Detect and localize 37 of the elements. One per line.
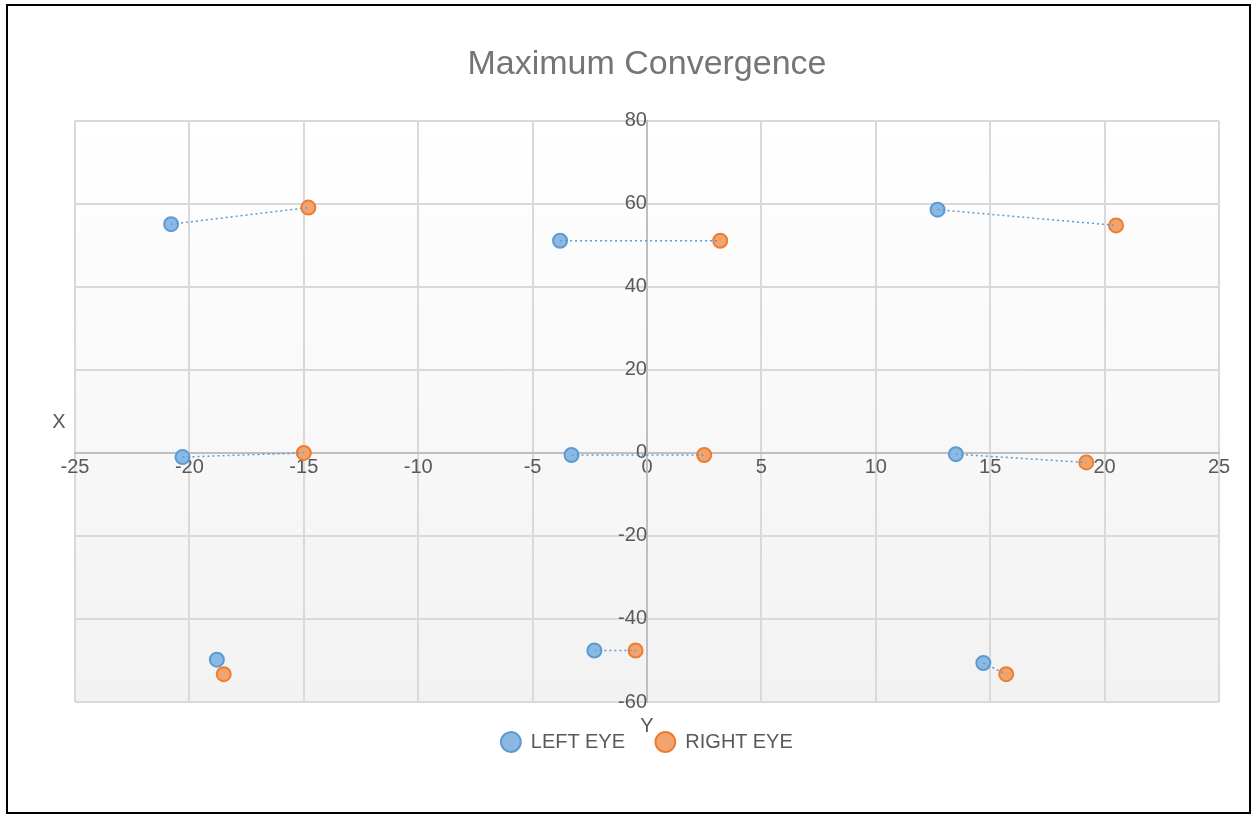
point [712, 232, 729, 249]
y-tick-label: 80 [624, 108, 647, 131]
x-tick-label: -15 [289, 455, 319, 478]
point [998, 666, 1015, 683]
x-tick-label: 10 [864, 455, 887, 478]
point [1108, 217, 1125, 234]
point [586, 642, 603, 659]
y-tick-label: 40 [624, 274, 647, 297]
y-tick-label: -40 [618, 606, 647, 629]
point [929, 201, 946, 218]
x-tick-label: -5 [523, 455, 542, 478]
legend-label: LEFT EYE [530, 729, 625, 752]
x-axis-title: Y [640, 713, 654, 736]
y-tick-label: 60 [624, 191, 647, 214]
legend-label: RIGHT EYE [685, 729, 793, 752]
point [1078, 454, 1095, 471]
point [208, 651, 225, 668]
x-tick-label: 20 [1093, 455, 1116, 478]
point [947, 446, 964, 463]
y-axis-title: X [52, 410, 66, 433]
point [300, 199, 317, 216]
y-tick-label: 20 [624, 357, 647, 380]
point [696, 446, 713, 463]
point [552, 232, 569, 249]
x-tick-label: 5 [755, 455, 767, 478]
x-tick-label: -25 [60, 455, 90, 478]
x-tick-label: -10 [403, 455, 433, 478]
point [627, 642, 644, 659]
point [975, 654, 992, 671]
x-tick-label: 15 [979, 455, 1002, 478]
point [563, 446, 580, 463]
point [163, 216, 180, 233]
y-tick-label: -60 [618, 689, 647, 712]
point [215, 666, 232, 683]
y-tick-label: -20 [618, 523, 647, 546]
x-tick-label: 25 [1207, 455, 1231, 478]
chart-title: Maximum Convergence [467, 42, 827, 81]
